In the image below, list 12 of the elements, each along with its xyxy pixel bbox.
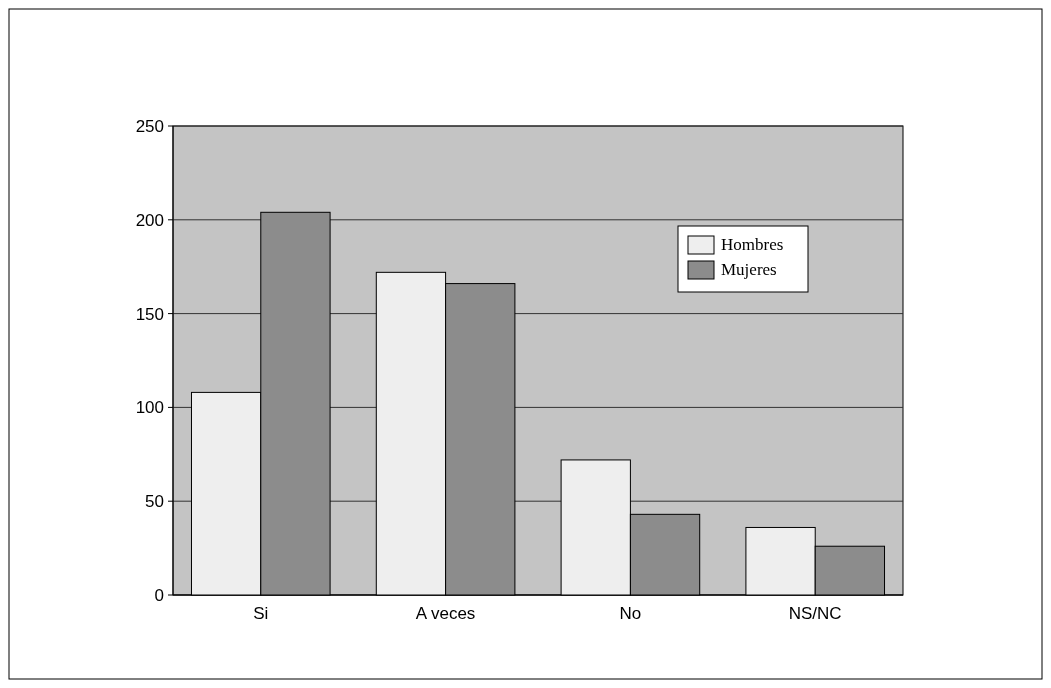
x-tick-label: No <box>619 604 642 623</box>
x-tick-label: Si <box>253 604 269 623</box>
y-tick-label: 100 <box>135 398 164 418</box>
legend-label: Hombres <box>721 235 784 254</box>
y-tick-label: 200 <box>135 210 164 230</box>
y-tick-label: 0 <box>154 585 164 605</box>
y-tick-label: 250 <box>135 116 164 136</box>
x-tick-label: NS/NC <box>788 604 842 623</box>
x-tick-label: A veces <box>415 604 476 623</box>
y-tick-label: 50 <box>145 492 164 512</box>
y-tick-label: 150 <box>135 304 164 324</box>
legend-label: Mujeres <box>721 260 777 279</box>
